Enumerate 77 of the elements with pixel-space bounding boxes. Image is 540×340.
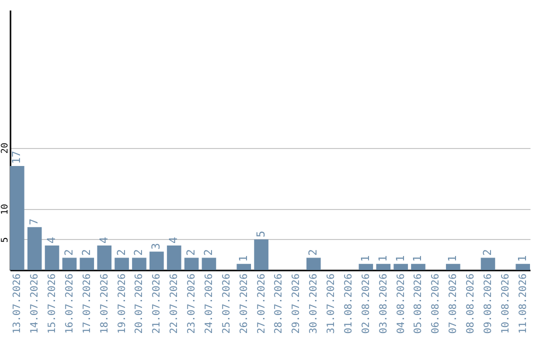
x-tick-label: 31.07.2026 bbox=[326, 274, 338, 334]
bar bbox=[254, 239, 268, 270]
bar bbox=[516, 264, 530, 270]
data-label: 1 bbox=[411, 255, 424, 262]
x-tick-label: 26.07.2026 bbox=[238, 274, 250, 334]
bar bbox=[358, 264, 374, 270]
data-label: 4 bbox=[45, 236, 58, 244]
x-tick-label: 08.08.2026 bbox=[466, 274, 477, 334]
data-label: 1 bbox=[358, 255, 372, 262]
data-label: 4 bbox=[97, 236, 110, 244]
x-tick-label: 09.08.2026 bbox=[482, 274, 494, 334]
data-label: 1 bbox=[236, 255, 250, 262]
x-tick-label: 01.08.2026 bbox=[343, 274, 354, 334]
y-tick-label: 10 bbox=[0, 204, 10, 215]
bar bbox=[306, 258, 321, 270]
bar bbox=[394, 264, 408, 270]
data-label: 2 bbox=[184, 249, 198, 256]
y-tick-label: 5 bbox=[0, 237, 10, 243]
data-label: 4 bbox=[167, 236, 180, 244]
x-tick-label: 22.07.2026 bbox=[169, 274, 180, 334]
x-tick-label: 03.08.2026 bbox=[378, 274, 390, 334]
x-tick-label: 06.08.2026 bbox=[430, 274, 442, 334]
bar bbox=[480, 258, 496, 270]
x-tick-label: 14.07.2026 bbox=[30, 274, 41, 334]
data-label: 1 bbox=[516, 255, 529, 262]
bar bbox=[184, 258, 199, 270]
bar bbox=[27, 227, 42, 270]
bar bbox=[80, 258, 94, 270]
data-label: 1 bbox=[446, 255, 460, 262]
data-label: 2 bbox=[132, 249, 146, 256]
x-tick-label: 11.08.2026 bbox=[518, 274, 529, 334]
x-tick-label: 05.08.2026 bbox=[413, 274, 424, 334]
bar bbox=[114, 258, 129, 270]
data-label: 7 bbox=[28, 218, 41, 226]
bar bbox=[166, 246, 182, 270]
x-tick-label: 17.07.2026 bbox=[82, 274, 93, 334]
data-label: 2 bbox=[480, 249, 494, 256]
bar bbox=[44, 246, 60, 270]
x-tick-label: 10.08.2026 bbox=[500, 274, 512, 334]
bar bbox=[150, 252, 164, 270]
x-tick-label: 23.07.2026 bbox=[186, 274, 198, 334]
x-tick-label: 07.08.2026 bbox=[448, 274, 460, 334]
x-tick-label: 27.07.2026 bbox=[256, 274, 268, 334]
x-tick-label: 21.07.2026 bbox=[152, 274, 163, 334]
data-label: 1 bbox=[394, 255, 407, 262]
bar bbox=[132, 258, 146, 270]
bar bbox=[376, 264, 390, 270]
data-label: 3 bbox=[150, 243, 163, 250]
bar bbox=[10, 166, 24, 270]
x-tick-label: 28.07.2026 bbox=[274, 274, 285, 334]
bar bbox=[446, 264, 460, 270]
x-tick-label: 15.07.2026 bbox=[47, 274, 58, 334]
x-tick-label: 04.08.2026 bbox=[396, 274, 407, 334]
bar bbox=[62, 258, 77, 270]
data-label: 1 bbox=[376, 255, 390, 262]
bar bbox=[97, 246, 112, 270]
x-tick-label: 19.07.2026 bbox=[116, 274, 128, 334]
data-label: 17 bbox=[10, 150, 24, 164]
data-label: 5 bbox=[254, 230, 268, 238]
data-label: 2 bbox=[62, 249, 76, 256]
x-tick-label: 30.07.2026 bbox=[308, 274, 320, 334]
x-tick-label: 16.07.2026 bbox=[64, 274, 76, 334]
x-tick-label: 13.07.2026 bbox=[12, 274, 24, 334]
bar bbox=[202, 258, 216, 270]
y-tick-label: 20 bbox=[0, 142, 10, 154]
data-label: 2 bbox=[306, 249, 320, 256]
x-tick-label: 18.07.2026 bbox=[99, 274, 110, 334]
data-label: 2 bbox=[202, 249, 215, 256]
x-tick-label: 25.07.2026 bbox=[221, 274, 232, 334]
x-tick-label: 20.07.2026 bbox=[134, 274, 146, 334]
data-label: 2 bbox=[80, 249, 93, 256]
x-tick-label: 29.07.2026 bbox=[291, 274, 302, 334]
data-label: 2 bbox=[114, 249, 128, 256]
x-tick-label: 24.07.2026 bbox=[204, 274, 215, 334]
x-tick-label: 02.08.2026 bbox=[360, 274, 372, 334]
bar bbox=[236, 264, 251, 270]
bar bbox=[411, 264, 426, 270]
